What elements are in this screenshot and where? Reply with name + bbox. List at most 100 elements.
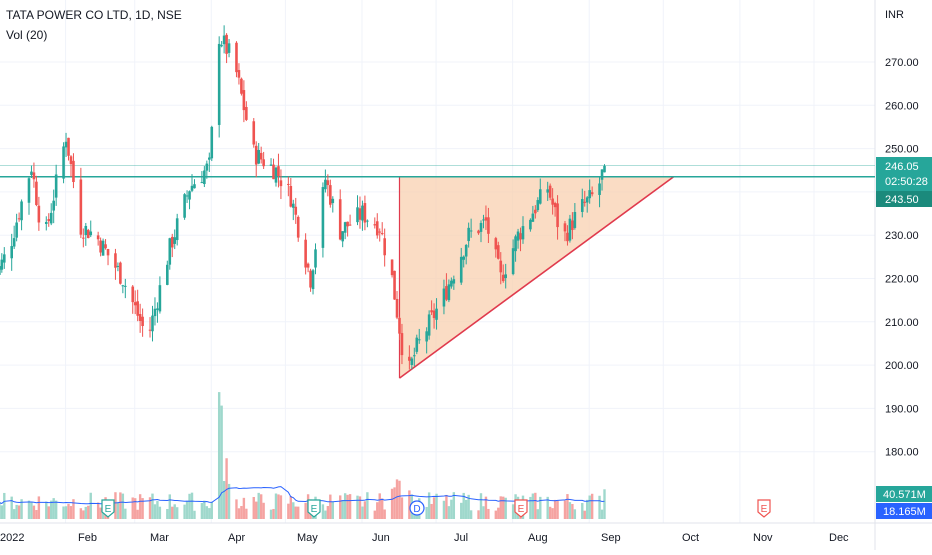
- volume-bar: [366, 492, 369, 519]
- volume-bar: [430, 503, 433, 519]
- candle-body: [516, 231, 520, 241]
- volume-bar: [400, 497, 404, 519]
- volume-bar: [72, 499, 75, 519]
- volume-bar: [158, 506, 162, 519]
- candle-body: [168, 238, 172, 265]
- event-marker-label: E: [311, 504, 318, 515]
- candle-body: [430, 310, 433, 313]
- candle-body: [553, 203, 557, 208]
- candle-body: [408, 356, 411, 361]
- candle-body: [329, 185, 332, 205]
- earnings-marker[interactable]: E: [101, 499, 115, 518]
- time-tick-label: Sep: [601, 532, 621, 544]
- candle-body: [79, 179, 83, 235]
- candle-body: [583, 201, 587, 203]
- volume-bar: [227, 483, 231, 519]
- candle-body: [2, 254, 6, 263]
- volume-bar: [54, 500, 58, 519]
- candle-body: [590, 192, 594, 195]
- volume-bar: [445, 494, 448, 519]
- candle-body: [170, 236, 174, 248]
- candle-body: [47, 219, 51, 222]
- time-tick-label: Aug: [528, 532, 548, 544]
- candle-body: [188, 191, 191, 200]
- candle-body: [501, 274, 505, 282]
- time-tick-label: May: [297, 532, 318, 544]
- volume-bar: [427, 492, 431, 519]
- candle-body: [151, 315, 154, 332]
- candle-body: [96, 235, 100, 240]
- candle-body: [116, 265, 120, 267]
- candle-body: [383, 238, 386, 256]
- volume-bar: [348, 494, 352, 519]
- volume-bar: [171, 506, 174, 519]
- candle-body: [274, 167, 278, 183]
- volume-bar: [321, 504, 325, 519]
- time-tick-label: Jul: [454, 532, 468, 544]
- candle-body: [538, 189, 542, 204]
- candle-body: [504, 274, 507, 279]
- candle-body: [304, 239, 307, 268]
- volume-last-tag: [876, 486, 932, 502]
- earnings-marker-shape: [514, 499, 528, 518]
- volume-bar: [10, 496, 13, 519]
- volume-bar: [452, 492, 456, 519]
- candle-body: [277, 166, 280, 177]
- earnings-marker[interactable]: E: [757, 499, 771, 518]
- earnings-marker[interactable]: E: [514, 499, 528, 518]
- volume-bar: [17, 505, 21, 519]
- volume-bar: [237, 508, 241, 519]
- earnings-marker[interactable]: E: [307, 499, 321, 518]
- volume-bar: [583, 510, 586, 519]
- volume-bar: [487, 508, 490, 519]
- dividend-marker[interactable]: D: [409, 500, 425, 516]
- candle-body: [289, 186, 293, 207]
- candle-body: [380, 233, 384, 235]
- volume-bar: [0, 505, 4, 519]
- candle-body: [62, 146, 65, 179]
- candle-body: [514, 236, 517, 252]
- volume-bar: [210, 501, 213, 519]
- candle-body: [27, 178, 31, 203]
- candle-body: [89, 231, 93, 236]
- candle-body: [477, 230, 480, 234]
- volume-bar: [326, 506, 330, 519]
- volume-bar: [292, 502, 295, 519]
- candle-body: [242, 90, 246, 111]
- volume-bar: [539, 496, 542, 519]
- volume-bar: [373, 510, 376, 519]
- volume-bar: [398, 480, 401, 519]
- currency-label: INR: [885, 9, 904, 21]
- earnings-marker-shape: [101, 499, 115, 518]
- candle-body: [272, 164, 275, 180]
- candle-body: [348, 224, 352, 226]
- candle-body: [138, 314, 142, 321]
- volume-bar: [425, 506, 428, 519]
- price-tick-label: 230.00: [885, 230, 919, 242]
- candle-body: [459, 256, 463, 283]
- volume-bar: [346, 494, 349, 519]
- volume-bar: [82, 510, 85, 519]
- volume-bar: [289, 496, 293, 519]
- volume-bar: [173, 504, 176, 519]
- candle-body: [603, 165, 606, 173]
- candle-body: [331, 198, 335, 204]
- time-tick-label: Apr: [228, 532, 245, 544]
- candle-body: [101, 240, 105, 256]
- candle-body: [30, 171, 33, 175]
- volume-bar: [190, 492, 194, 519]
- price-tick-label: 190.00: [885, 403, 919, 415]
- volume-bar: [200, 503, 204, 519]
- candle-body: [452, 279, 456, 284]
- volume-bar: [573, 509, 577, 519]
- volume-bar: [30, 501, 33, 519]
- volume-bar: [376, 502, 379, 519]
- candle-body: [324, 179, 327, 190]
- price-tick-label: 200.00: [885, 360, 919, 372]
- volume-bar: [358, 496, 362, 519]
- volume-bar: [20, 499, 23, 519]
- candle-body: [531, 213, 535, 222]
- volume-bar: [47, 506, 50, 519]
